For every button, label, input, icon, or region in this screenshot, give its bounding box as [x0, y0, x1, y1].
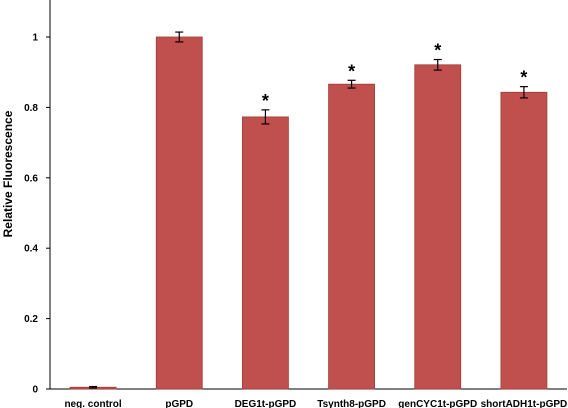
bars: * * * * — [69, 31, 548, 390]
bar — [500, 91, 548, 390]
significance-marker: * — [434, 41, 441, 61]
error-bar — [175, 31, 184, 43]
category-labels: neg. control pGPD DEG1t-pGPD Tsynth8-pGPD ge… — [64, 399, 567, 408]
y-tick-label: 0.6 — [24, 173, 38, 184]
category-label: pGPD — [165, 399, 193, 408]
y-tick-label: 0.2 — [24, 314, 38, 325]
y-tick-label: 0 — [32, 385, 38, 396]
significance-marker: * — [262, 91, 269, 111]
error-bar — [261, 109, 270, 125]
category-label: neg. control — [64, 399, 121, 408]
y-axis-label: Relative Fluorescence — [1, 110, 15, 237]
bar — [414, 64, 462, 390]
error-bar — [433, 58, 442, 71]
bar — [242, 116, 289, 390]
significance-marker: * — [520, 68, 527, 88]
category-label: shortADH1t-pGPD — [481, 399, 568, 408]
error-bar — [347, 79, 356, 89]
category-label: DEG1t-pGPD — [235, 399, 297, 408]
y-tick-label: 0.8 — [24, 103, 38, 114]
y-tick-label: 1 — [32, 33, 38, 44]
error-bar — [89, 385, 98, 389]
error-bar — [519, 86, 528, 99]
category-label: Tsynth8-pGPD — [317, 399, 386, 408]
y-tick-label: 0.4 — [24, 244, 38, 255]
bar — [155, 36, 203, 390]
significance-marker: * — [348, 61, 355, 81]
bar — [328, 83, 375, 390]
y-ticks: 0 0.2 0.4 0.6 0.8 1 — [24, 33, 50, 396]
category-label: genCYC1t-pGPD — [398, 399, 477, 408]
